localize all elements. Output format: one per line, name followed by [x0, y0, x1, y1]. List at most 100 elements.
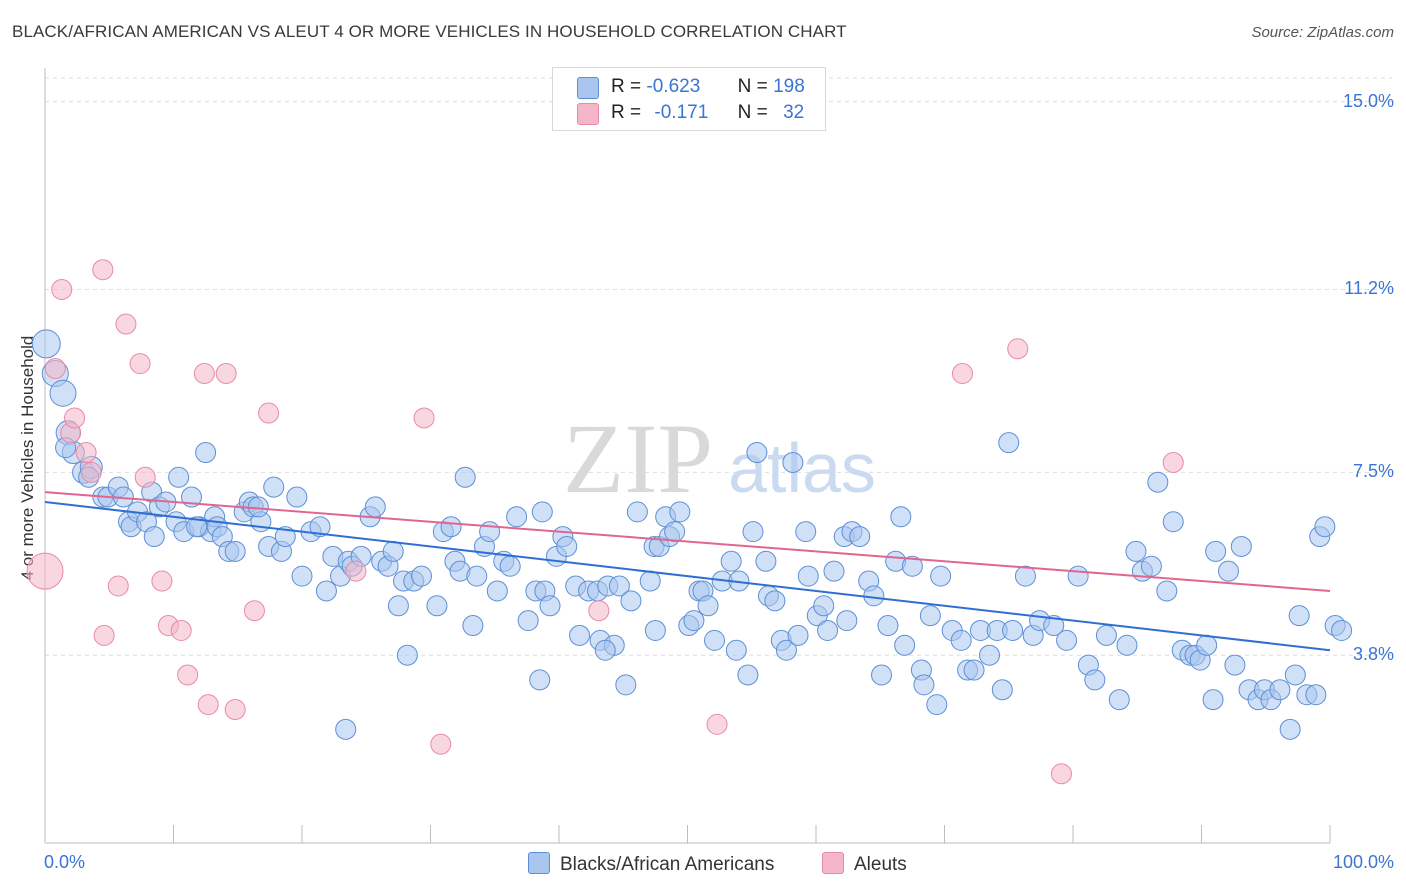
pink-point [151, 570, 173, 592]
blue-point [742, 521, 764, 543]
pink-point [413, 407, 435, 429]
blue-point [396, 644, 418, 666]
legend-n-label: N = [737, 102, 768, 123]
blue-point [1314, 516, 1336, 538]
blue-point [998, 432, 1020, 454]
watermark-zip: ZIP [563, 403, 713, 514]
blue-point [569, 624, 591, 646]
blue-point [531, 501, 553, 523]
blue-point [1043, 615, 1065, 637]
legend-r-value: -0.171 [654, 102, 709, 123]
pink-point [93, 624, 115, 646]
pink-point [197, 694, 219, 716]
legend-swatch-blue [528, 852, 550, 874]
blue-point [315, 580, 337, 602]
blue-point [556, 535, 578, 557]
legend-r-label: R = [611, 102, 642, 123]
blue-point [901, 555, 923, 577]
blue-point [683, 610, 705, 632]
legend-swatch-pink [577, 103, 599, 125]
blue-point [1284, 664, 1306, 686]
pink-point [51, 278, 73, 300]
blue-point [963, 659, 985, 681]
pink-point [193, 362, 215, 384]
blue-point [620, 590, 642, 612]
blue-point [1108, 689, 1130, 711]
pink-point [243, 600, 265, 622]
blue-point [877, 615, 899, 637]
blue-point [644, 619, 666, 641]
blue-point [1056, 629, 1078, 651]
blue-point [737, 664, 759, 686]
blue-point [871, 664, 893, 686]
blue-point [1196, 634, 1218, 656]
legend-label-aleuts: Aleuts [854, 854, 907, 875]
blue-point [364, 496, 386, 518]
blue-point [890, 506, 912, 528]
blue-point [411, 565, 433, 587]
blue-point [506, 506, 528, 528]
blue-point [639, 570, 661, 592]
trend-line-aleuts [44, 491, 1331, 592]
axes [44, 68, 1331, 844]
blue-point [797, 565, 819, 587]
blue-point [703, 629, 725, 651]
series-blacks-african-americans [31, 329, 1353, 740]
blue-point [1014, 565, 1036, 587]
blue-point [1125, 540, 1147, 562]
blue-point [669, 501, 691, 523]
pink-point [64, 407, 86, 429]
legend-r-label: R = [611, 76, 642, 97]
source-label: Source: ZipAtlas.com [1251, 24, 1394, 41]
blue-point [930, 565, 952, 587]
pink-point [129, 353, 151, 375]
blue-point [286, 486, 308, 508]
blue-point [1331, 619, 1353, 641]
blue-point [823, 560, 845, 582]
blue-point [1156, 580, 1178, 602]
blue-point [499, 555, 521, 577]
blue-point [168, 466, 190, 488]
blue-point [454, 466, 476, 488]
pink-point [107, 575, 129, 597]
blue-point [143, 526, 165, 548]
blue-point [978, 644, 1000, 666]
x-max-label: 100.0% [1332, 852, 1394, 872]
pink-point [170, 619, 192, 641]
blue-point [479, 521, 501, 543]
blue-point [335, 718, 357, 740]
pink-point [345, 560, 367, 582]
correlation-legend: R = -0.623 N = 198 R = -0.171 N = 32 [552, 67, 826, 131]
pink-point [1007, 338, 1029, 360]
blue-point [263, 476, 285, 498]
x-min-label: 0.0% [44, 852, 86, 872]
y-tick-label: 3.8% [1352, 644, 1394, 665]
blue-point [720, 550, 742, 572]
blue-point [309, 516, 331, 538]
blue-point [224, 540, 246, 562]
blue-point [1217, 560, 1239, 582]
blue-point [1230, 535, 1252, 557]
blue-point [49, 379, 77, 407]
pink-point [177, 664, 199, 686]
blue-point [725, 639, 747, 661]
blue-point [1084, 669, 1106, 691]
blue-point [746, 442, 768, 464]
blue-point [775, 639, 797, 661]
y-tick-label: 15.0% [1342, 90, 1394, 111]
blue-point [926, 694, 948, 716]
blue-point [795, 521, 817, 543]
blue-point [1116, 634, 1138, 656]
pink-point [115, 313, 137, 335]
blue-point [1162, 511, 1184, 533]
legend-item-blacks: Blacks/African Americans [528, 852, 774, 876]
blue-point [291, 565, 313, 587]
legend-n-value: 198 [773, 76, 805, 97]
blue-point [608, 575, 630, 597]
blue-point [539, 595, 561, 617]
blue-point [950, 629, 972, 651]
pink-point [134, 466, 156, 488]
watermark: ZIP atlas [563, 403, 876, 514]
blue-point [836, 610, 858, 632]
